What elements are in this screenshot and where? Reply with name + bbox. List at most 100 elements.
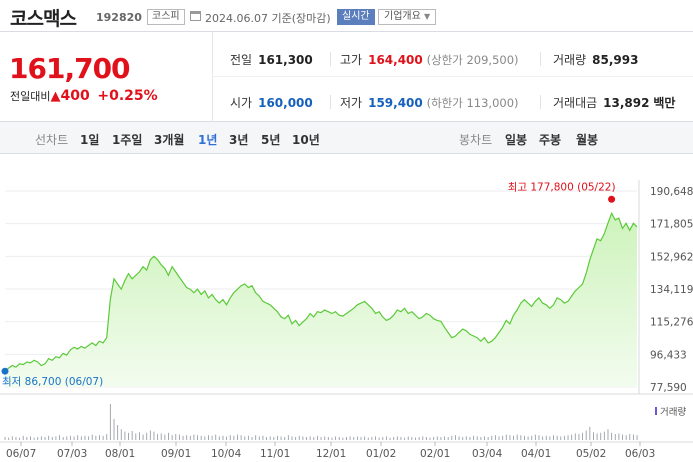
prev-close-label: 전일 — [230, 53, 253, 67]
volume-bar — [186, 435, 188, 440]
volume-bar — [607, 429, 609, 440]
low-value: 159,400 — [368, 96, 423, 110]
volume-bar — [491, 435, 493, 440]
stock-name[interactable]: 코스맥스 — [10, 8, 77, 30]
amount-value: 13,892 — [603, 96, 650, 110]
volume-label: 거래량 — [553, 53, 587, 67]
volume-bar — [295, 437, 297, 440]
volume-bar — [251, 437, 253, 440]
open-label: 시가 — [230, 96, 253, 110]
change-label: 전일대비 — [10, 90, 51, 103]
open-price: 시가 160,000 — [230, 94, 313, 111]
volume-bar — [197, 435, 199, 440]
volume-bar — [255, 435, 257, 440]
volume-bar — [160, 433, 162, 440]
y-tick-label: 77,590 — [650, 382, 687, 394]
price-area — [5, 213, 637, 387]
volume-bar — [157, 434, 159, 440]
volume-bar — [567, 435, 569, 440]
volume-bar — [614, 434, 616, 440]
volume-bar — [389, 437, 391, 440]
x-tick-label: 07/03 — [57, 448, 87, 460]
max-price-label: 최고 177,800 (05/22) — [508, 181, 616, 193]
volume-bar — [585, 430, 587, 440]
volume-bar — [316, 435, 318, 440]
volume-bar — [313, 437, 315, 440]
volume-bar — [396, 436, 398, 440]
volume-bar — [636, 435, 638, 440]
volume-bar — [171, 435, 173, 440]
volume-bar — [11, 436, 13, 440]
candle-monthly[interactable]: 월봉 — [576, 133, 599, 147]
volume-bar — [258, 436, 260, 440]
volume-bar — [102, 435, 104, 440]
volume-bar — [237, 434, 238, 440]
volume-bar — [429, 437, 431, 440]
period-3y[interactable]: 3년 — [229, 133, 249, 147]
y-tick-label: 115,276 — [650, 317, 693, 329]
volume: 거래량 85,993 — [553, 51, 638, 68]
min-price-dot — [1, 367, 9, 375]
volume-bar — [211, 435, 213, 440]
volume-bar — [367, 437, 369, 440]
volume-bar — [542, 436, 544, 440]
volume-bar — [109, 404, 111, 440]
volume-bar — [494, 435, 496, 440]
period-1w[interactable]: 1주일 — [112, 133, 143, 147]
realtime-button[interactable]: 실시간 — [337, 9, 375, 25]
volume-bar — [149, 430, 151, 440]
x-tick-label: 08/01 — [105, 448, 135, 460]
open-value: 160,000 — [258, 96, 313, 110]
volume-bar — [77, 435, 79, 440]
stock-code: 192820 — [96, 11, 142, 24]
period-selector-bar: 선차트 1일 1주일 3개월 1년 3년 5년 10년 봉차트 일봉 주봉 월봉 — [0, 122, 693, 154]
stat-separator — [330, 52, 331, 66]
candle-weekly[interactable]: 주봉 — [539, 133, 562, 147]
period-5y[interactable]: 5년 — [261, 133, 281, 147]
volume-bar — [411, 437, 413, 440]
y-tick-label: 96,433 — [650, 349, 687, 361]
volume-bar — [131, 431, 133, 440]
period-1d[interactable]: 1일 — [80, 133, 100, 147]
candle-daily[interactable]: 일봉 — [505, 133, 528, 147]
price-chart[interactable]: 최고 177,800 (05/22) 최저 86,700 (06/07) 190,… — [0, 154, 693, 462]
period-10y[interactable]: 10년 — [292, 133, 320, 147]
volume-bar — [128, 432, 129, 440]
volume-bar — [338, 437, 340, 440]
price-chart-svg[interactable]: 최고 177,800 (05/22) 최저 86,700 (06/07) 190,… — [0, 154, 693, 462]
volume-bar — [280, 436, 282, 440]
prev-close-value: 161,300 — [258, 53, 313, 67]
x-tick-label: 02/01 — [420, 448, 450, 460]
period-1y[interactable]: 1년 — [198, 133, 218, 147]
volume-bar — [425, 437, 427, 440]
volume-bar — [218, 436, 220, 440]
period-3m[interactable]: 3개월 — [154, 133, 185, 147]
volume-bar — [277, 435, 278, 440]
volume-bar — [124, 431, 126, 440]
volume-bar — [229, 435, 231, 440]
volume-bar — [40, 436, 42, 440]
volume-bar — [287, 435, 289, 440]
volume-bar — [502, 435, 504, 440]
company-info-button[interactable]: 기업개요 ▼ — [378, 9, 437, 25]
volume-bar — [208, 435, 209, 440]
volume-bar — [266, 437, 268, 440]
volume-bar — [120, 429, 122, 440]
summary-divider — [212, 32, 213, 122]
volume-bar — [204, 436, 206, 440]
y-tick-label: 171,805 — [650, 219, 693, 231]
volume-legend-swatch — [655, 407, 657, 415]
x-axis: 06/07 07/03 08/01 09/01 10/04 11/01 12/01 01/02… — [6, 442, 655, 460]
high-label: 고가 — [340, 53, 363, 67]
x-tick-label: 06/03 — [625, 448, 655, 460]
volume-bar — [385, 436, 387, 440]
volume-bar — [153, 431, 155, 440]
volume-bar — [560, 436, 562, 440]
volume-bar — [215, 434, 217, 440]
volume-bar — [582, 432, 584, 440]
x-tick-label: 10/04 — [211, 448, 242, 460]
volume-bar — [37, 437, 39, 440]
volume-value: 85,993 — [592, 53, 639, 67]
volume-bar — [462, 437, 464, 440]
volume-bar — [524, 435, 525, 440]
